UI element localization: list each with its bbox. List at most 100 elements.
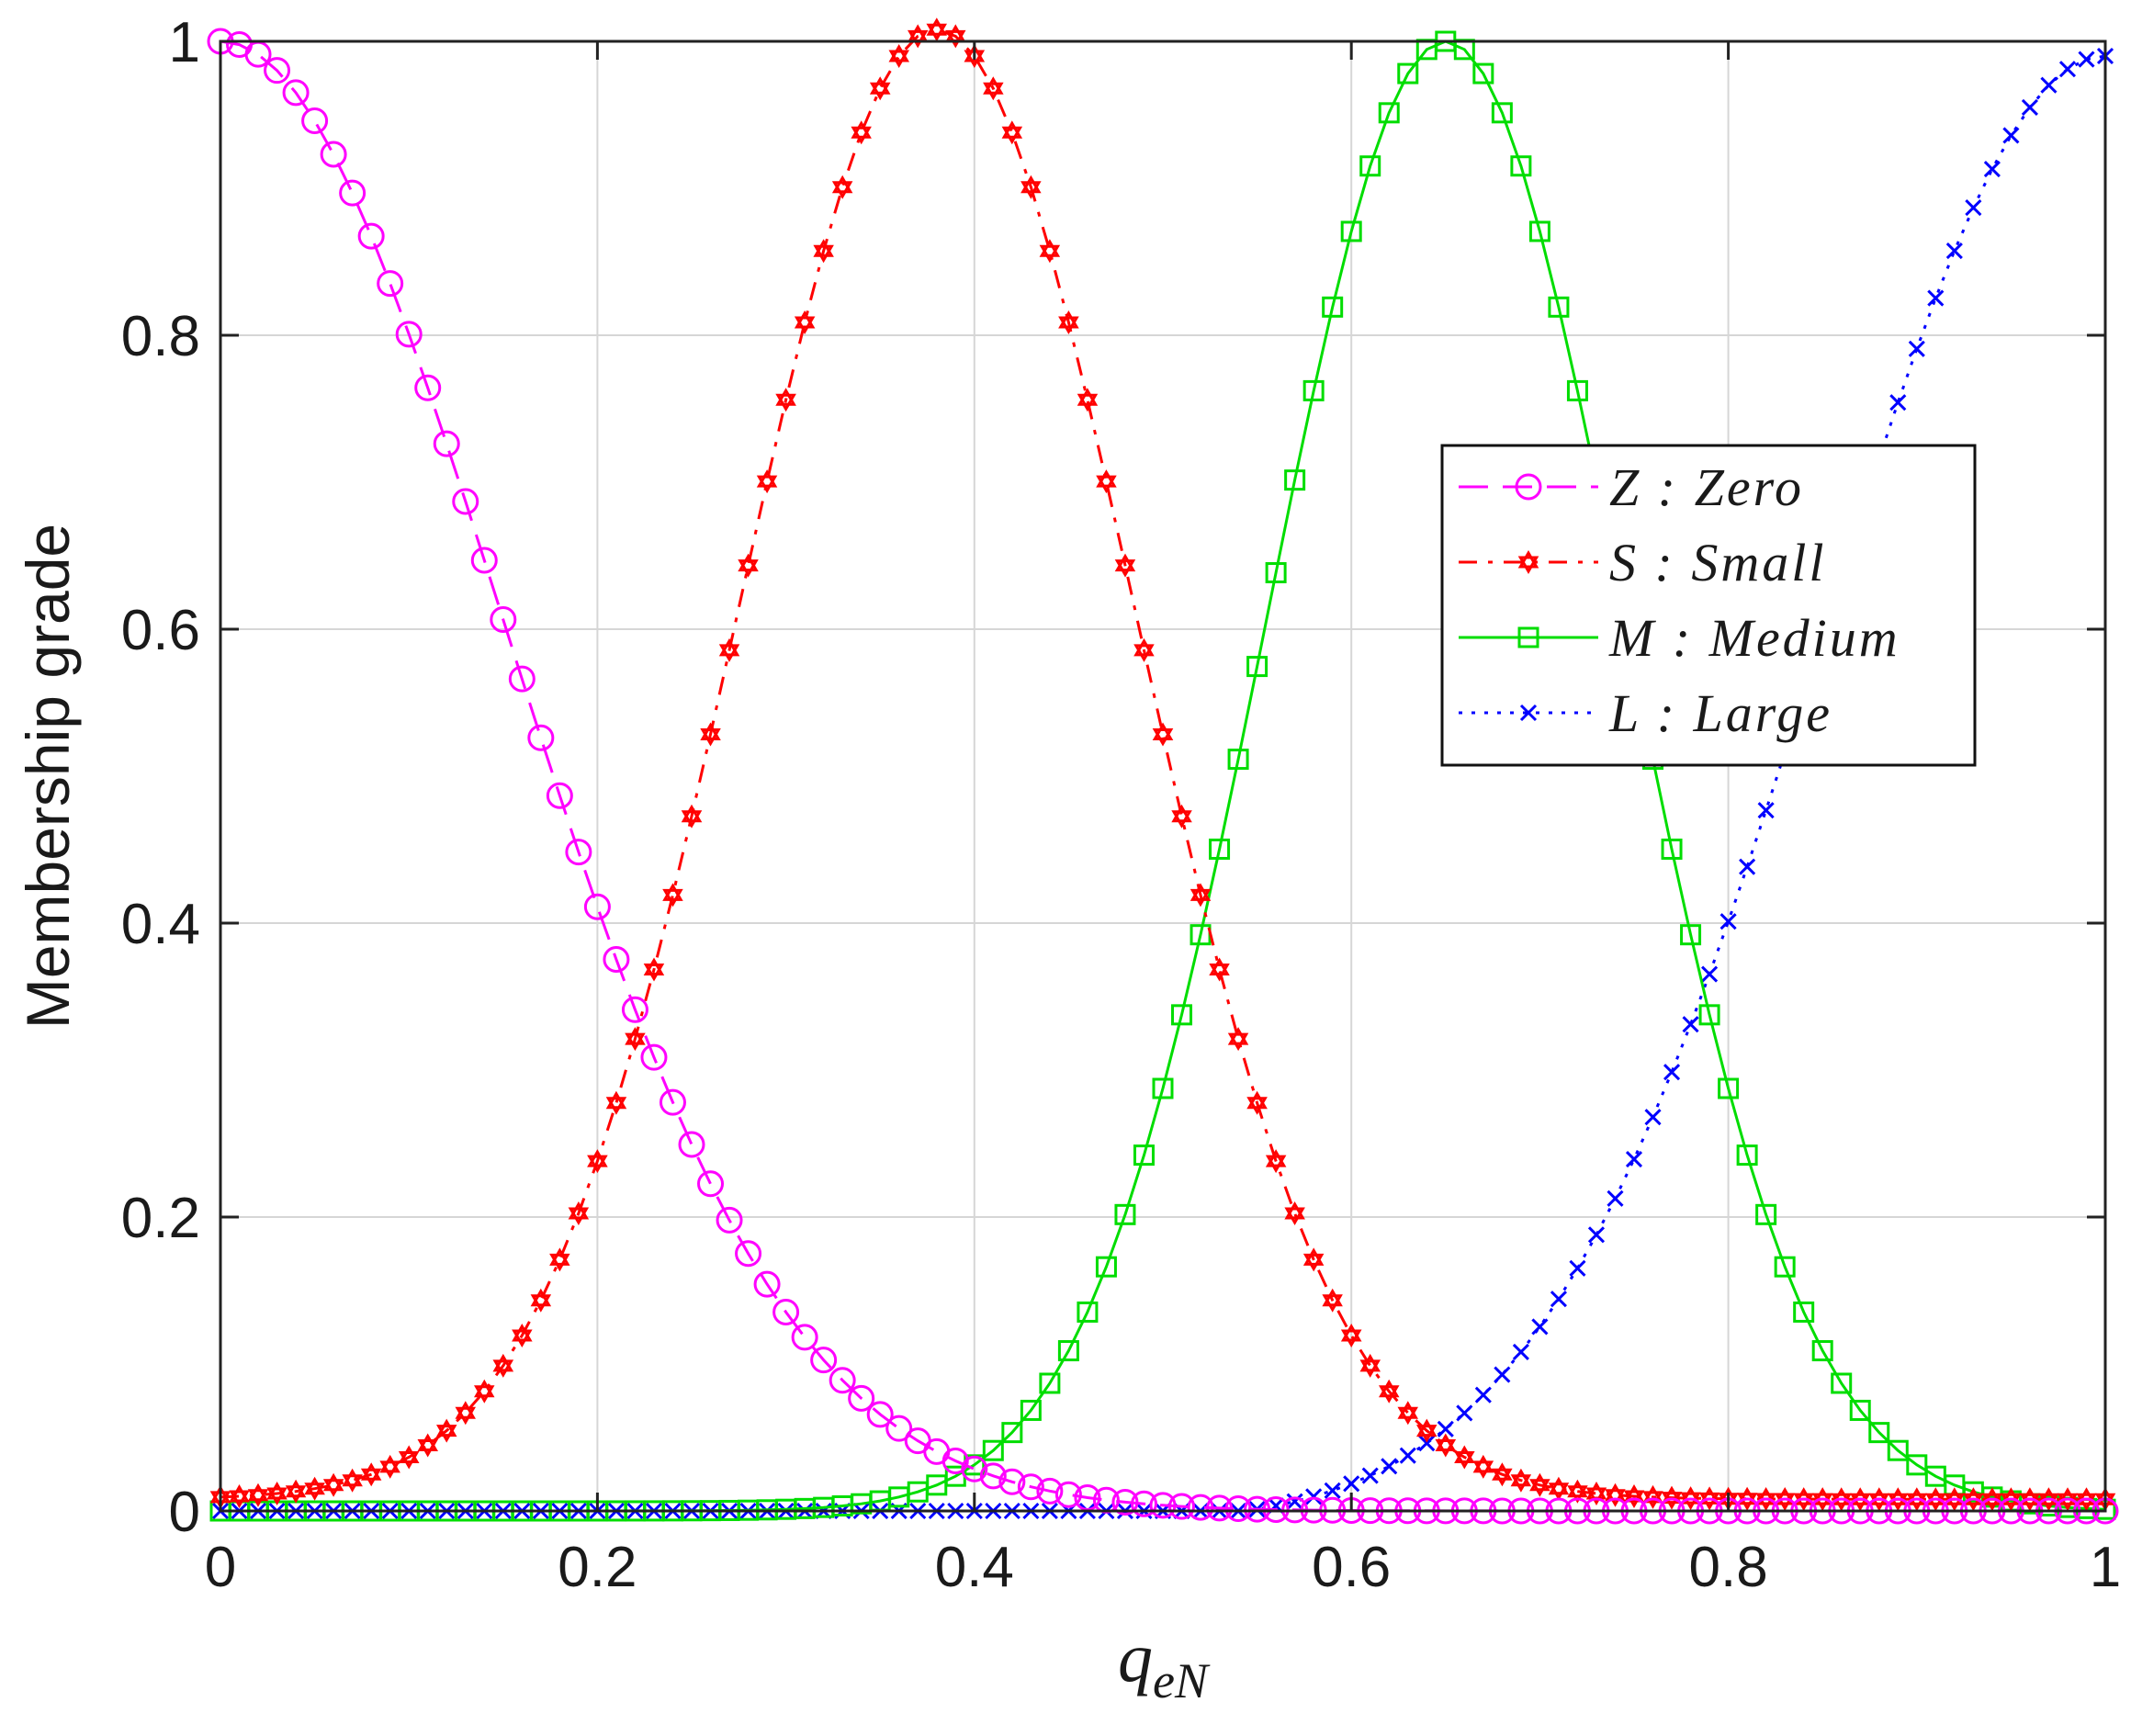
data-point [1682,1016,1699,1033]
data-point [1569,1259,1586,1277]
data-point [1945,242,1963,260]
data-point [885,1415,913,1442]
data-point [1663,1064,1681,1081]
data-point [1850,1487,1871,1505]
data-point [697,1170,725,1198]
data-point [1719,913,1737,930]
data-point [738,559,759,578]
data-point [2076,1493,2097,1512]
data-point [1698,1004,1720,1026]
data-point [320,141,347,168]
data-point [530,1288,552,1307]
data-point [1736,1486,1758,1505]
data-point [1906,1487,1928,1505]
data-point [1623,1484,1645,1503]
data-point [1454,1445,1475,1463]
data-point [888,50,910,69]
data-point [848,1384,875,1412]
data-point [625,1027,646,1045]
data-point [1755,1493,1776,1512]
data-point [2001,1487,2022,1505]
data-point [1077,388,1099,406]
data-point [322,1472,344,1492]
data-point [1529,1472,1550,1492]
data-point [1701,965,1719,983]
data-point [1077,393,1099,412]
data-point [982,1439,1004,1461]
series-line [220,39,2106,1513]
data-point [1510,1468,1532,1487]
data-point [1246,1090,1268,1110]
data-point [490,606,517,634]
data-point [753,1270,781,1298]
data-point [640,1043,668,1071]
data-point [998,1468,1026,1495]
data-point [813,244,834,264]
data-point [568,1207,590,1226]
data-point [1567,1479,1588,1498]
data-point [1550,1291,1567,1308]
data-point [1456,1404,1473,1422]
x-axis-title-main: q [1118,1619,1153,1697]
data-point [1515,473,1542,501]
data-point [961,1455,988,1482]
data-point [1644,1109,1662,1126]
data-point [964,44,986,62]
legend-entry: Z : Zero [1459,457,1801,517]
x-tick-label: 1 [2090,1536,2121,1599]
data-point [1517,626,1539,648]
data-point [2040,76,2058,94]
data-point [678,1131,705,1158]
data-point [1925,1493,1946,1512]
data-point [565,839,592,866]
data-point [738,553,759,572]
data-point [1528,220,1550,242]
data-point [1340,1324,1362,1342]
data-point [1114,553,1136,572]
data-point [264,57,291,85]
data-point [1981,1487,2003,1505]
data-point [1133,1144,1155,1167]
data-point [1774,1256,1796,1278]
data-point [1096,469,1117,488]
legend-entry: S : Small [1459,533,1823,592]
data-point [304,1482,325,1501]
data-point [1227,749,1249,771]
data-point [1963,1493,1984,1512]
data-point [1680,924,1702,946]
data-point [1887,1487,1909,1505]
data-point [1359,1359,1381,1378]
data-point [2058,61,2077,78]
data-point [1111,1488,1139,1516]
x-axis-title-subscript: eN [1153,1653,1211,1708]
data-point [2019,1493,2041,1512]
data-point [908,29,929,49]
data-point [1585,1487,1607,1506]
data-point [1491,102,1513,124]
data-point [1454,1451,1475,1470]
data-point [1435,1433,1457,1451]
data-point [1793,1493,1814,1512]
data-point [1020,1399,1042,1421]
data-point [794,316,816,335]
data-point [1981,1493,2003,1512]
data-point [643,957,665,975]
data-point [1322,1288,1343,1307]
data-point [1171,810,1192,829]
data-point [1510,1474,1532,1493]
series-s [209,17,2116,1512]
data-point [282,79,310,107]
data-point [436,1418,457,1437]
data-point [1831,1487,1853,1505]
data-point [829,1367,856,1394]
data-point [455,1406,476,1426]
data-point [1397,62,1419,85]
data-point [1133,644,1155,662]
data-point [1039,239,1061,257]
data-point [1114,559,1136,578]
data-point [377,270,404,298]
y-axis-title: Membership grade [14,524,82,1029]
data-point [1058,310,1079,329]
data-point [700,728,721,747]
data-point [417,1439,439,1458]
